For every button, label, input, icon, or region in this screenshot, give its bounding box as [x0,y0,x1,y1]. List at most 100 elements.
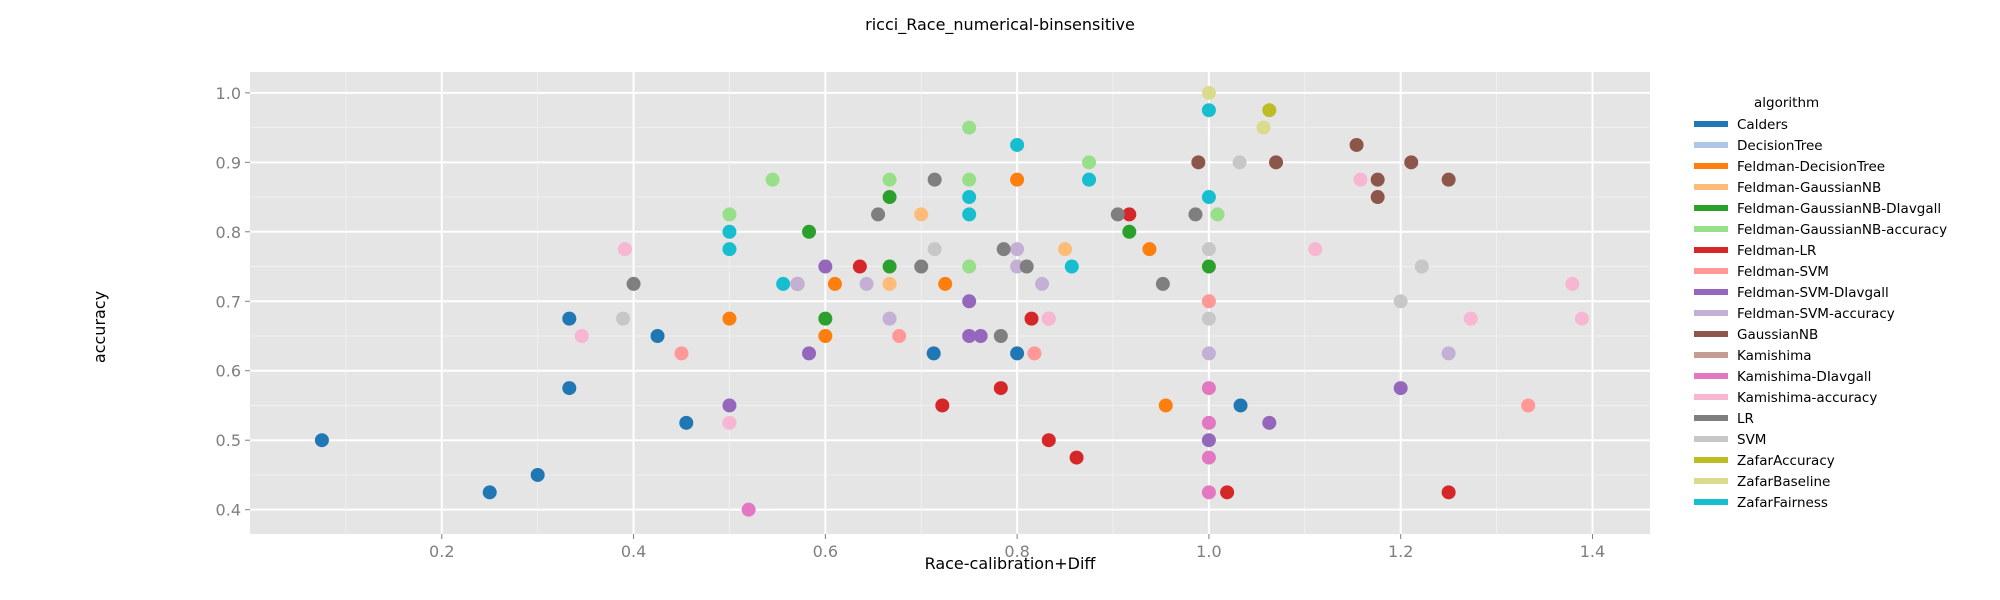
legend-label: Feldman-SVM-DIavgall [1737,285,1889,301]
point-kamishima-accuracy [1463,311,1478,326]
legend-item-feldman-svm-accuracy: Feldman-SVM-accuracy [1694,306,1895,322]
point-feldman-svm-accuracy [1010,259,1025,274]
legend-label: Feldman-DecisionTree [1737,159,1885,175]
point-lr [993,329,1008,343]
point-zafarfairness [1064,259,1079,274]
point-feldman-svm-accuracy [1010,242,1025,257]
point-gaussiannb [1191,155,1206,170]
point-feldman-lr [852,259,867,274]
legend-swatch [1694,163,1728,169]
point-feldman-lr [1024,311,1039,326]
point-feldman-gaussiannb-accuracy [962,259,977,274]
legend-item-feldman-gaussiannb-diavgall: Feldman-GaussianNB-DIavgall [1694,201,1941,217]
point-feldman-svm [892,329,907,343]
point-calders [530,467,545,482]
point-zafarfairness [962,190,977,205]
legend-swatch [1694,121,1728,127]
point-lr [1188,207,1203,222]
legend-item-feldman-gaussiannb: Feldman-GaussianNB [1694,180,1881,196]
point-feldman-gaussiannb-diavgall [1201,259,1216,274]
point-feldman-svm-accuracy [1441,346,1456,361]
legend-label: Feldman-GaussianNB [1737,180,1881,196]
point-zafarfairness [1082,172,1097,187]
point-feldman-gaussiannb-accuracy [962,172,977,187]
point-svm [616,311,631,326]
point-feldman-decisiontree [1142,242,1157,257]
point-feldman-svm [674,346,689,361]
legend-label: SVM [1737,432,1766,448]
point-zafarfairness [776,276,791,291]
legend-item-zafarfairness: ZafarFairness [1694,495,1828,511]
point-calders [679,415,694,430]
point-feldman-decisiontree [1158,398,1173,413]
point-svm [1393,294,1408,309]
point-svm [927,242,942,257]
point-kamishima-diavgall [1201,381,1216,396]
point-gaussiannb [1349,137,1364,152]
point-feldman-gaussiannb-accuracy [962,120,977,135]
legend-label: GaussianNB [1737,327,1818,343]
legend-label: ZafarBaseline [1737,474,1830,490]
point-svm [1232,155,1247,170]
legend-label: Feldman-SVM [1737,264,1829,280]
legend-swatch [1694,226,1728,232]
chart-title: ricci_Race_numerical-binsensitive [865,15,1135,35]
legend-label: Calders [1737,117,1788,133]
point-feldman-gaussiannb-diavgall [818,311,833,326]
tick-layer: 0.2 0.4 0.6 0.8 1.0 1.2 1.4 0.4 0.5 0.6 0.7 0.8 0.9 1… [216,84,1606,561]
point-feldman-gaussiannb-diavgall [1122,224,1137,239]
point-feldman-svm-diavgall [962,329,977,343]
point-zafarfairness [1010,137,1025,152]
legend-label: Kamishima-accuracy [1737,390,1877,406]
point-feldman-svm-accuracy [790,276,805,291]
legend-label: Feldman-GaussianNB-accuracy [1737,222,1947,238]
point-feldman-gaussiannb-accuracy [882,172,897,187]
point-lr [1155,276,1170,291]
legend-item-kamishima: Kamishima [1694,348,1812,364]
point-zafarfairness [722,242,737,257]
point-feldman-svm [1521,398,1536,413]
point-feldman-svm [1201,294,1216,309]
point-feldman-gaussiannb-diavgall [882,190,897,205]
point-calders [314,433,329,448]
point-feldman-gaussiannb [1058,242,1073,257]
point-feldman-decisiontree [938,276,953,291]
point-svm [1201,242,1216,257]
point-gaussiannb [1370,172,1385,187]
y-tick-label: 0.9 [216,153,241,172]
legend-item-zafaraccuracy: ZafarAccuracy [1694,453,1835,469]
point-feldman-svm-diavgall [1201,433,1216,448]
x-tick-label: 1.2 [1388,542,1413,561]
point-feldman-svm-accuracy [1201,346,1216,361]
x-tick-label: 0.6 [813,542,838,561]
legend-swatch [1694,352,1728,358]
point-feldman-decisiontree [818,329,833,343]
legend-item-feldman-svm-diavgall: Feldman-SVM-DIavgall [1694,285,1889,301]
legend-label: Feldman-SVM-accuracy [1737,306,1895,322]
legend-swatch [1694,457,1728,463]
legend-swatch [1694,247,1728,253]
x-tick-label: 0.2 [429,542,454,561]
point-feldman-svm-diavgall [1262,415,1277,430]
point-feldman-lr [1041,433,1056,448]
y-tick-label: 0.5 [216,431,241,450]
point-kamishima-accuracy [1353,172,1368,187]
legend-item-zafarbaseline: ZafarBaseline [1694,474,1830,490]
legend-swatch [1694,394,1728,400]
y-tick-label: 1.0 [216,84,241,103]
x-tick-label: 0.8 [1004,542,1029,561]
x-tick-label: 1.0 [1196,542,1221,561]
legend-label: ZafarFairness [1737,495,1828,511]
point-svm [1201,311,1216,326]
y-tick-label: 0.4 [216,501,241,520]
x-axis-title: Race-calibration+Diff [925,554,1097,573]
point-feldman-gaussiannb-accuracy [765,172,780,187]
point-calders [562,381,577,396]
point-zafaraccuracy [1262,103,1277,118]
legend-label: Feldman-LR [1737,243,1816,259]
point-lr [626,276,641,291]
point-feldman-svm-diavgall [722,398,737,413]
legend-swatch [1694,331,1728,337]
legend-item-feldman-decisiontree: Feldman-DecisionTree [1694,159,1885,175]
